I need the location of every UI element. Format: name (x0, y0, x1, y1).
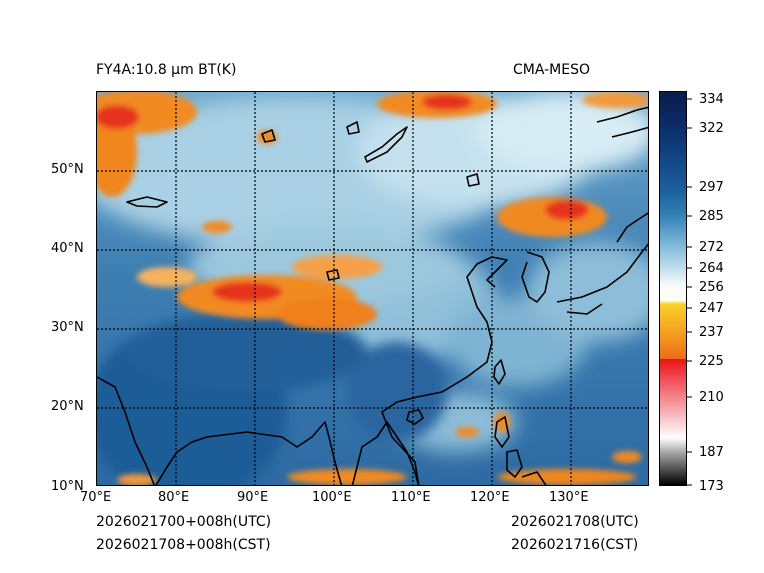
cbar-tick-285: 285 (699, 209, 724, 224)
lat-label-30: 30°N (51, 320, 84, 335)
lon-label-130: 130°E (549, 490, 589, 505)
colorbar-gradient (660, 92, 686, 485)
lat-label-50: 50°N (51, 162, 84, 177)
product-title: FY4A:10.8 μm BT(K) (96, 62, 237, 78)
cbar-tick-272: 272 (699, 240, 724, 255)
lat-label-20: 20°N (51, 399, 84, 414)
colorbar-tick-marks (687, 98, 692, 486)
cbar-tick-264: 264 (699, 261, 724, 276)
coastlines (97, 106, 648, 485)
lat-label-40: 40°N (51, 241, 84, 256)
lon-label-80: 80°E (158, 490, 190, 505)
cbar-tick-225: 225 (699, 354, 724, 369)
valid-time-cst: 2026021716(CST) (511, 537, 639, 553)
cbar-tick-247: 247 (699, 301, 724, 316)
cloud-light-fields (97, 92, 648, 452)
cbar-tick-237: 237 (699, 325, 724, 340)
cbar-tick-322: 322 (699, 121, 724, 136)
cbar-tick-256: 256 (699, 280, 724, 295)
lon-label-110: 110°E (391, 490, 431, 505)
colorbar (659, 91, 687, 486)
lon-label-70: 70°E (80, 490, 112, 505)
init-time-utc: 2026021700+008h(UTC) (96, 514, 272, 530)
model-title: CMA-MESO (513, 62, 591, 78)
satellite-map (96, 91, 649, 486)
lon-label-120: 120°E (470, 490, 510, 505)
init-time-cst: 2026021708+008h(CST) (96, 537, 271, 553)
lon-label-100: 100°E (312, 490, 352, 505)
valid-time-utc: 2026021708(UTC) (511, 514, 639, 530)
lat-label-10: 10°N (51, 479, 84, 494)
cbar-tick-210: 210 (699, 390, 724, 405)
map-canvas (97, 92, 648, 485)
cbar-tick-334: 334 (699, 92, 724, 107)
cbar-tick-187: 187 (699, 445, 724, 460)
cold-cloud-tops (97, 92, 648, 485)
lon-label-90: 90°E (237, 490, 269, 505)
graticule (97, 92, 648, 485)
cbar-tick-297: 297 (699, 180, 724, 195)
cbar-tick-173: 173 (699, 479, 724, 494)
